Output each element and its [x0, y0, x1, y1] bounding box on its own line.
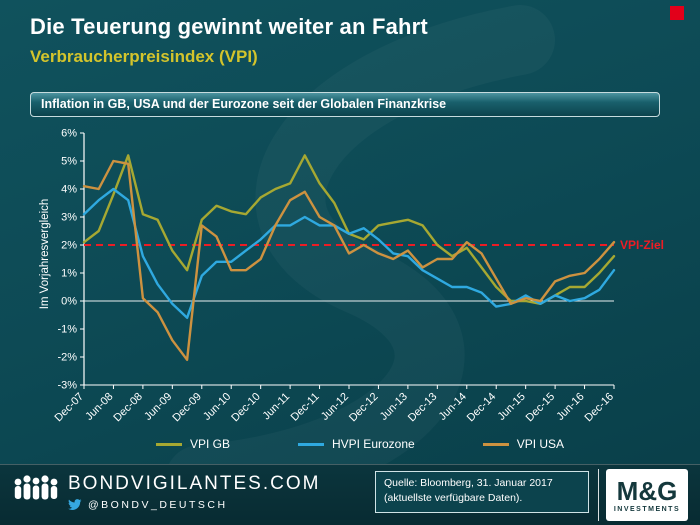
svg-text:Dec-14: Dec-14	[465, 391, 499, 425]
svg-text:Jun-10: Jun-10	[201, 391, 233, 423]
legend-swatch	[297, 442, 324, 446]
brand-block: BONDVIGILANTES.COM @BONDV_DEUTSCH	[12, 473, 320, 513]
legend-item-vpi-usa: VPI USA	[482, 437, 565, 451]
site-name: BONDVIGILANTES.COM	[68, 473, 321, 494]
svg-text:Jun-09: Jun-09	[142, 391, 174, 423]
svg-text:6%: 6%	[61, 128, 77, 140]
svg-text:-1%: -1%	[57, 324, 77, 336]
svg-text:Dec-16: Dec-16	[583, 391, 617, 425]
chart-header-text: Inflation in GB, USA und der Eurozone se…	[41, 97, 447, 111]
chart-legend: VPI GB HVPI Eurozone VPI USA	[90, 437, 630, 451]
page-subtitle: Verbraucherpreisindex (VPI)	[30, 47, 258, 66]
svg-text:Dec-08: Dec-08	[111, 391, 145, 425]
chart-header-bar: Inflation in GB, USA und der Eurozone se…	[30, 92, 660, 117]
page-title: Die Teuerung gewinnt weiter an Fahrt	[30, 14, 428, 39]
svg-text:Dec-09: Dec-09	[170, 391, 204, 425]
svg-text:Dec-12: Dec-12	[347, 391, 381, 425]
mg-investments-logo: M&G INVESTMENTS	[606, 469, 688, 521]
svg-text:Jun-13: Jun-13	[378, 391, 410, 423]
footer-divider	[598, 469, 599, 521]
twitter-bird-icon	[68, 499, 82, 510]
mg-logo-subtext: INVESTMENTS	[613, 505, 681, 513]
svg-text:-2%: -2%	[57, 352, 77, 364]
svg-text:5%: 5%	[61, 156, 77, 168]
source-line-1: Quelle: Bloomberg, 31. Januar 2017	[384, 477, 553, 489]
brand-text: BONDVIGILANTES.COM @BONDV_DEUTSCH	[68, 473, 320, 511]
svg-text:1%: 1%	[61, 268, 77, 280]
svg-text:Dec-11: Dec-11	[289, 391, 322, 424]
twitter-row: @BONDV_DEUTSCH	[68, 499, 320, 511]
people-group-icon	[14, 475, 58, 500]
svg-text:Jun-14: Jun-14	[437, 391, 469, 423]
svg-text:4%: 4%	[61, 184, 77, 196]
mg-logo-text: M&G	[616, 475, 678, 506]
twitter-handle: @BONDV_DEUTSCH	[88, 499, 228, 511]
svg-text:3%: 3%	[61, 212, 77, 224]
svg-text:Jun-12: Jun-12	[319, 391, 351, 423]
legend-label: HVPI Eurozone	[331, 437, 415, 451]
svg-text:2%: 2%	[61, 240, 77, 252]
footer-bar: BONDVIGILANTES.COM @BONDV_DEUTSCH Quelle…	[0, 464, 700, 525]
svg-text:0%: 0%	[61, 296, 77, 308]
legend-item-hvpi-eurozone: HVPI Eurozone	[297, 437, 415, 451]
svg-text:Jun-15: Jun-15	[496, 391, 528, 423]
svg-text:Jun-11: Jun-11	[261, 391, 293, 423]
svg-text:Dec-13: Dec-13	[406, 391, 440, 425]
y-axis-label: Im Vorjahresvergleich	[39, 198, 51, 310]
legend-item-vpi-gb: VPI GB	[155, 437, 230, 451]
legend-label: VPI GB	[189, 437, 230, 451]
source-line-2: (aktuellste verfügbare Daten).	[384, 492, 523, 505]
brand-red-square	[670, 6, 684, 20]
legend-swatch	[482, 442, 509, 446]
svg-text:Jun-16: Jun-16	[554, 391, 586, 423]
legend-swatch	[155, 442, 182, 446]
svg-text:-3%: -3%	[57, 380, 77, 392]
legend-label: VPI USA	[516, 437, 565, 451]
source-box: Quelle: Bloomberg, 31. Januar 2017 (aktu…	[375, 471, 589, 513]
svg-text:Dec-15: Dec-15	[524, 391, 558, 425]
svg-text:VPI-Ziel: VPI-Ziel	[620, 238, 664, 252]
svg-text:Dec-10: Dec-10	[229, 391, 263, 425]
inflation-line-chart: 6%5%4%3%2%1%0%-1%-2%-3%Dec-07Jun-08Dec-0…	[53, 128, 664, 425]
svg-text:Jun-08: Jun-08	[83, 391, 115, 423]
svg-text:Dec-07: Dec-07	[53, 391, 87, 425]
